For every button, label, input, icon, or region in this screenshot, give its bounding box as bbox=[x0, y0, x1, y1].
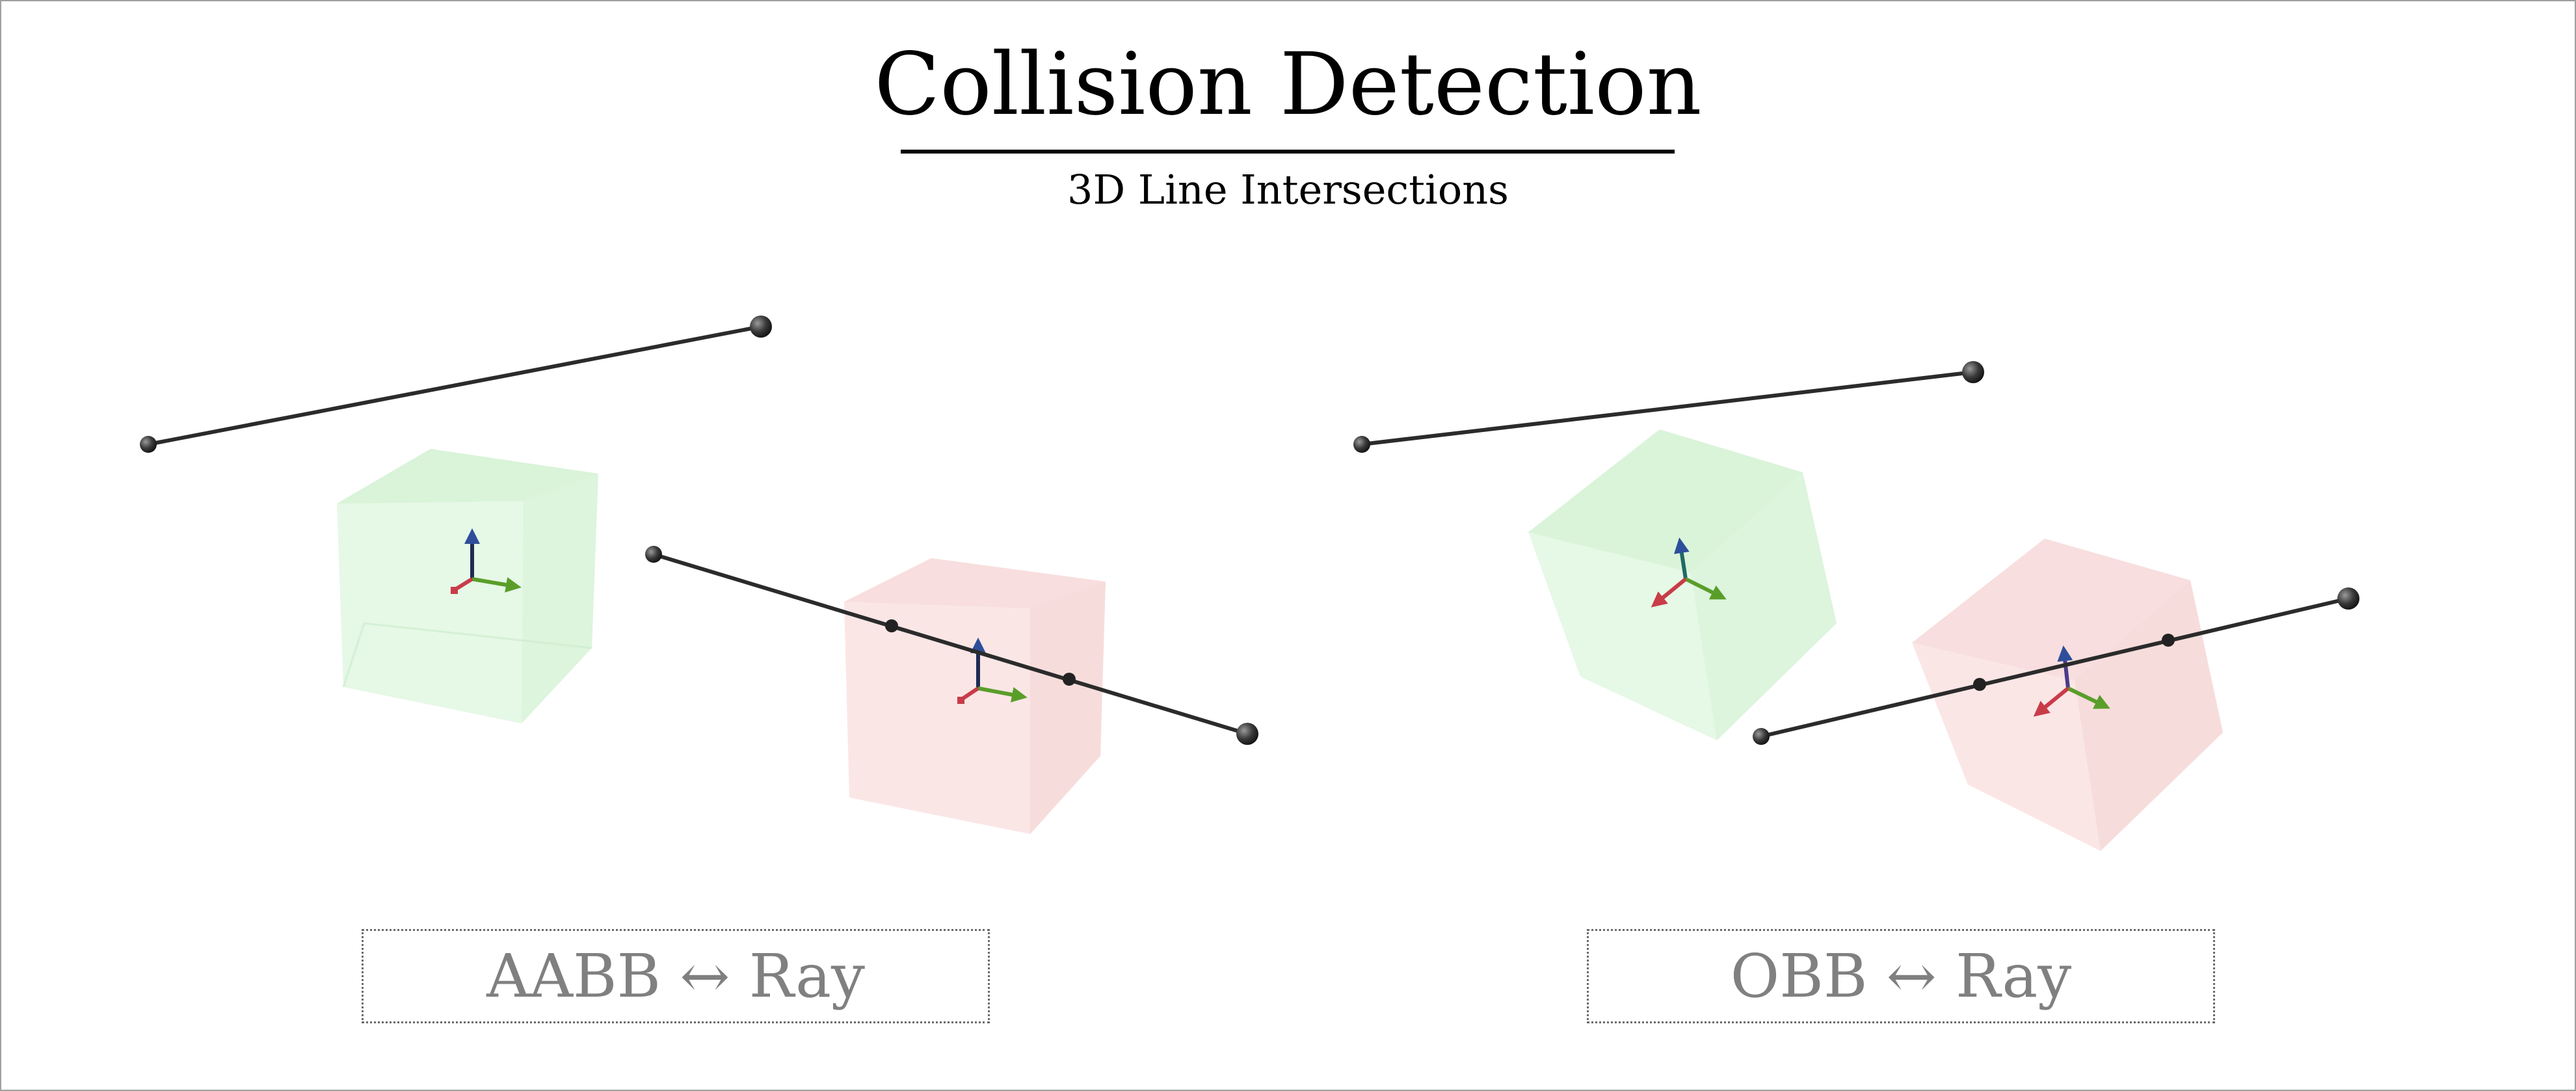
aabb-hit-segment bbox=[645, 546, 1258, 745]
obb-green-box bbox=[1528, 429, 1837, 740]
aabb-panel bbox=[140, 316, 1258, 834]
aabb-red-box bbox=[844, 558, 1106, 834]
obb-red-axes bbox=[2033, 645, 2110, 717]
obb-ray-label: OBB ↔ Ray bbox=[1587, 929, 2215, 1023]
obb-red-box bbox=[1912, 539, 2223, 851]
obb-green-axes bbox=[1651, 537, 1727, 608]
aabb-miss-segment bbox=[140, 316, 772, 453]
aabb-green-box bbox=[337, 449, 598, 723]
title-underline bbox=[901, 150, 1675, 154]
obb-panel bbox=[1353, 361, 2359, 851]
obb-miss-segment bbox=[1353, 361, 1984, 453]
page-subtitle: 3D Line Intersections bbox=[1067, 166, 1509, 213]
aabb-green-axes bbox=[451, 528, 522, 594]
aabb-ray-label: AABB ↔ Ray bbox=[362, 929, 990, 1023]
obb-hit-segment bbox=[1753, 587, 2359, 745]
page-title: Collision Detection bbox=[874, 34, 1702, 135]
